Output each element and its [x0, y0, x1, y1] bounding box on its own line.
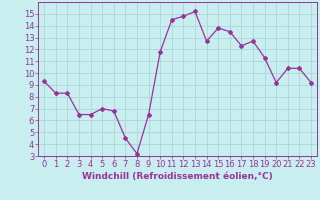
X-axis label: Windchill (Refroidissement éolien,°C): Windchill (Refroidissement éolien,°C) — [82, 172, 273, 181]
